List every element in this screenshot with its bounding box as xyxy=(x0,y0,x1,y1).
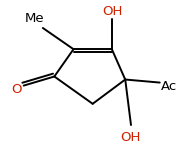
Text: Ac: Ac xyxy=(161,80,177,93)
Text: O: O xyxy=(12,83,22,96)
Text: OH: OH xyxy=(103,5,123,18)
Text: Me: Me xyxy=(24,12,44,25)
Text: OH: OH xyxy=(120,131,140,144)
